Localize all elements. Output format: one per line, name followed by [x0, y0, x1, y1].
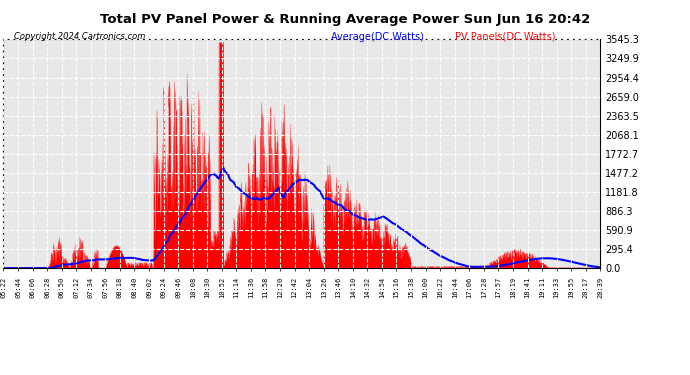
Text: Total PV Panel Power & Running Average Power Sun Jun 16 20:42: Total PV Panel Power & Running Average P…	[100, 13, 590, 26]
Text: Copyright 2024 Cartronics.com: Copyright 2024 Cartronics.com	[14, 32, 145, 41]
Text: Average(DC Watts): Average(DC Watts)	[331, 32, 424, 42]
Text: PV Panels(DC Watts): PV Panels(DC Watts)	[455, 32, 556, 42]
